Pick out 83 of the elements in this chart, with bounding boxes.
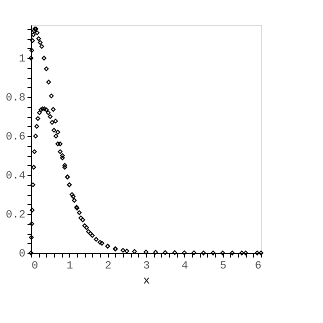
point [44,107,49,112]
point [80,218,86,222]
point [33,134,38,138]
point [220,250,226,256]
x-tick-label: 1 [66,260,74,272]
point [44,66,49,72]
point [52,128,56,133]
x-tick-label: 3 [143,260,150,272]
point [94,236,99,242]
point [88,231,93,236]
point [34,124,40,129]
y-tick-label: 0 [18,248,26,260]
point [30,38,35,43]
point [29,221,34,226]
point [82,223,88,228]
point [72,198,77,203]
point [76,210,82,216]
point [32,149,37,154]
x-tick-label: 4 [182,260,189,272]
point [36,116,40,121]
point [28,56,34,60]
point [29,235,34,240]
point [46,110,51,116]
point [48,94,54,98]
point [42,106,47,112]
point [153,250,158,255]
point [124,248,130,254]
point [70,192,74,197]
point [58,142,63,146]
point [37,110,42,116]
point [120,248,126,253]
point [230,250,235,256]
y-tick-label: 1 [18,54,26,66]
point [70,194,76,199]
point [62,164,68,170]
point [144,250,148,254]
point [243,250,248,256]
point [53,118,58,124]
point [55,142,60,146]
x-tick-label: 6 [254,260,262,272]
point [30,182,36,188]
point [34,30,40,36]
y-tick-label: 0.8 [6,92,26,105]
point [254,250,260,256]
point [30,32,36,38]
point [58,149,63,154]
point [42,56,46,60]
point [239,250,244,256]
point [182,250,187,256]
point [30,208,35,212]
y-tick-label: 0.6 [6,132,26,144]
point [55,130,60,135]
point [50,107,56,112]
point [60,156,65,160]
point [54,134,58,138]
point [62,162,68,168]
point [46,80,52,84]
point [100,240,104,246]
point [90,233,95,238]
point [86,229,91,234]
point [29,48,34,53]
point [98,240,102,245]
point [172,250,178,255]
y-tick-label: 0.2 [6,210,26,222]
point [258,250,264,256]
x-tick-label: 0 [32,260,38,272]
point [60,153,65,158]
point [192,250,196,256]
x-tick-label: 5 [220,260,226,272]
y-tick-label: 0.4 [6,170,26,183]
x-tick-label: 2 [104,260,112,272]
point [162,250,168,255]
point [48,114,53,119]
point [210,250,216,256]
point [39,44,44,49]
point [78,216,84,220]
point [84,225,89,230]
point [36,36,42,42]
x-axis-title: x [143,276,150,288]
point [201,250,206,256]
point [32,28,36,34]
point [50,120,54,125]
point [38,40,43,45]
